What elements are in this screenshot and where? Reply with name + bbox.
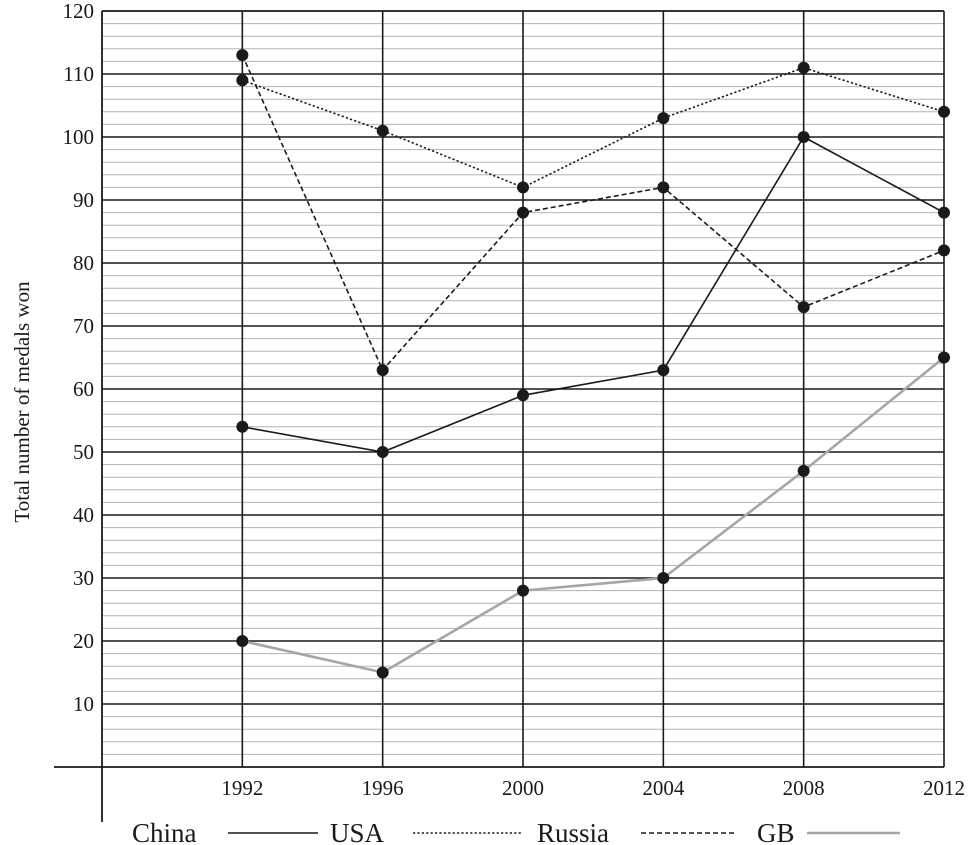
x-tick-label: 2008 [783, 776, 825, 800]
y-tick-label: 30 [73, 566, 94, 590]
legend-label-usa: USA [330, 818, 385, 845]
data-point-china [517, 389, 529, 402]
data-point-russia [938, 244, 950, 257]
legend-label-gb: GB [757, 818, 795, 845]
data-point-china [797, 131, 810, 143]
data-point-usa [517, 181, 529, 194]
y-tick-label: 10 [73, 692, 94, 716]
y-tick-label: 110 [63, 62, 94, 86]
data-point-usa [657, 112, 670, 125]
data-point-gb [797, 464, 810, 477]
y-axis-label: Total number of medals won [10, 281, 34, 523]
series-layer [236, 49, 950, 679]
y-tick-label: 60 [73, 377, 94, 401]
data-point-usa [376, 124, 389, 137]
y-tick-label: 80 [73, 251, 94, 275]
y-tick-label: 20 [73, 629, 94, 653]
data-point-gb [236, 635, 249, 647]
x-tick-label: 1996 [362, 776, 404, 800]
y-tick-label: 70 [73, 314, 94, 338]
data-point-russia [657, 181, 670, 194]
legend: China USA Russia GB [132, 818, 900, 845]
data-point-china [236, 420, 249, 433]
data-point-usa [938, 105, 950, 118]
y-tick-label: 90 [73, 188, 94, 212]
x-tick-label: 2012 [923, 776, 965, 800]
y-tick-labels: 10 20 30 40 50 60 70 80 90 100 110 120 [63, 0, 95, 716]
series-line-russia [241, 54, 945, 372]
data-point-china [938, 206, 950, 219]
data-point-russia [797, 301, 810, 314]
data-point-usa [236, 74, 249, 87]
data-point-gb [938, 351, 950, 364]
x-tick-label: 2000 [502, 776, 544, 800]
data-point-russia [517, 206, 529, 219]
data-point-china [376, 446, 389, 458]
y-tick-label: 40 [73, 503, 94, 527]
legend-label-china: China [132, 818, 197, 845]
y-tick-label: 120 [63, 0, 95, 23]
data-point-gb [657, 572, 670, 584]
x-tick-label: 1992 [221, 776, 263, 800]
legend-label-russia: Russia [537, 818, 609, 845]
data-point-russia [236, 49, 249, 62]
series-line-gb [242, 356, 945, 674]
data-point-china [657, 364, 670, 377]
data-point-usa [797, 61, 810, 74]
data-point-russia [376, 364, 389, 377]
data-point-gb [517, 584, 529, 597]
y-tick-label: 100 [63, 125, 95, 149]
x-tick-label: 2004 [642, 776, 685, 800]
series-line-china [242, 135, 945, 453]
series-line-usa [242, 66, 945, 189]
y-tick-label: 50 [73, 440, 94, 464]
x-tick-labels: 1992 1996 2000 2004 2008 2012 [221, 776, 965, 800]
data-point-gb [376, 666, 389, 679]
axes [54, 10, 944, 822]
